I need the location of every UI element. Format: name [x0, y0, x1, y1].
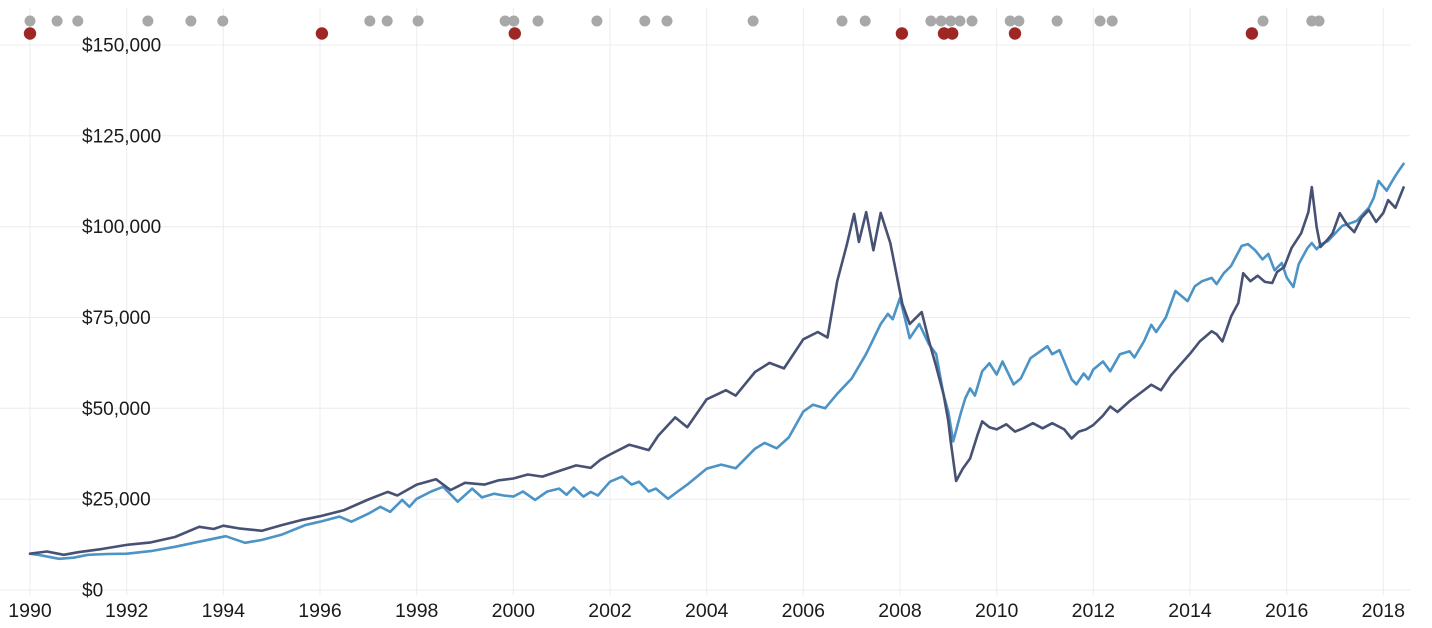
gray-event-dot	[217, 15, 229, 27]
gray-event-dot	[836, 15, 848, 27]
gray-event-dot	[954, 15, 966, 27]
y-axis-tick-label: $0	[82, 581, 103, 602]
red-event-dot	[1008, 27, 1022, 40]
gray-event-dot	[72, 15, 84, 27]
y-axis-tick-label: $50,000	[82, 399, 151, 420]
red-event-dot	[508, 27, 521, 40]
gray-event-dot	[1094, 15, 1106, 27]
y-axis-tick-label: $25,000	[82, 490, 151, 511]
gray-event-dot	[1013, 15, 1025, 27]
x-axis-tick-label: 2006	[782, 600, 825, 622]
gray-event-dot	[1106, 15, 1118, 27]
red-event-dot	[23, 27, 37, 40]
gray-event-dot	[945, 15, 957, 27]
gray-event-dot	[364, 15, 376, 27]
gray-event-dot	[925, 15, 937, 27]
red-event-dot	[895, 27, 909, 40]
gray-event-dot	[24, 15, 36, 27]
gray-event-dot	[412, 15, 424, 27]
x-axis-tick-label: 2000	[492, 600, 536, 622]
x-axis-tick-label: 1994	[202, 600, 246, 622]
gray-event-dot	[1257, 15, 1269, 27]
gray-event-dot	[859, 15, 871, 27]
gray-event-dot	[1051, 15, 1063, 27]
red-event-dot	[946, 27, 959, 40]
x-axis-tick-label: 2018	[1362, 600, 1405, 622]
x-axis-tick-label: 1996	[298, 600, 341, 622]
gray-event-dot	[1004, 15, 1016, 27]
x-axis-tick-label: 2008	[878, 600, 921, 622]
gray-event-dot	[508, 15, 520, 27]
gray-event-dot	[51, 15, 63, 27]
y-axis-tick-label: $150,000	[82, 36, 161, 57]
x-axis-tick-label: 2010	[975, 600, 1019, 622]
gray-event-dot	[639, 15, 651, 27]
x-axis-tick-label: 1992	[105, 600, 148, 622]
red-event-dot	[1245, 27, 1259, 40]
gray-event-dot	[142, 15, 154, 27]
x-axis-tick-label: 1998	[395, 600, 438, 622]
x-axis-tick-label: 2002	[588, 600, 631, 622]
y-axis-tick-label: $100,000	[82, 217, 161, 238]
x-axis-tick-label: 2004	[685, 600, 729, 622]
gray-event-dot	[381, 15, 393, 27]
gray-event-dot	[185, 15, 197, 27]
series-line-portfolio-dark-navy	[28, 185, 1405, 557]
gray-event-dot	[499, 15, 511, 27]
gray-event-dot	[591, 15, 603, 27]
gray-event-dot	[532, 15, 544, 27]
x-axis-tick-label: 2016	[1265, 600, 1308, 622]
gray-event-dot	[1313, 15, 1325, 27]
x-axis-tick-label: 1990	[8, 600, 52, 622]
y-axis-tick-label: $125,000	[82, 126, 161, 147]
x-axis-tick-label: 2012	[1072, 600, 1115, 622]
series-line-portfolio-light-blue	[28, 162, 1405, 561]
red-event-dot	[315, 27, 329, 40]
x-axis-tick-label: 2014	[1168, 600, 1212, 622]
gray-event-dot	[966, 15, 978, 27]
gray-event-dot	[661, 15, 673, 27]
gray-event-dot	[935, 15, 947, 27]
gray-event-dot	[747, 15, 759, 27]
y-axis-tick-label: $75,000	[82, 308, 151, 329]
